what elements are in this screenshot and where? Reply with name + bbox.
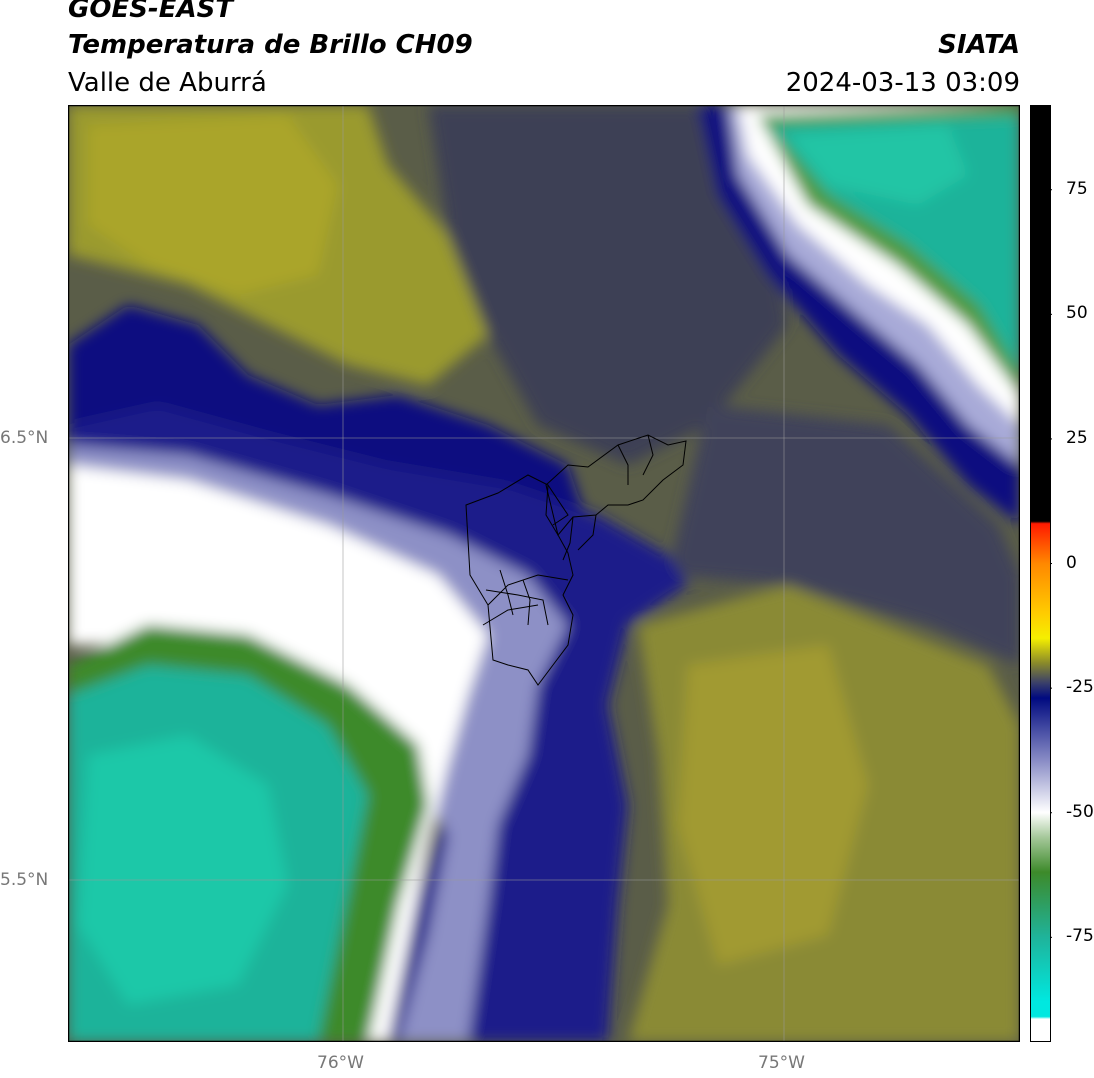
lon-label-76W: 76°W [317, 1053, 364, 1073]
cyan-core-northeast [788, 125, 968, 205]
datetime-label: 2024-03-13 03:09 [785, 68, 1020, 98]
product-title: Temperatura de Brillo CH09 [68, 30, 473, 60]
colorbar [1030, 105, 1052, 1042]
map-panel [68, 105, 1020, 1042]
map-frame [68, 105, 1020, 1042]
dark-band-north [428, 105, 788, 465]
cyan-core-southwest [78, 735, 288, 1005]
colorbar-fill [1030, 105, 1051, 1042]
lat-label-6-5N: 6.5°N [0, 428, 49, 448]
lon-label-75W: 75°W [758, 1053, 805, 1073]
colorbar-tick-label: -75 [1066, 926, 1094, 947]
olive-area-southeast-light [678, 645, 868, 965]
colorbar-tick-label: 25 [1066, 427, 1088, 448]
colorbar-tick-label: -50 [1066, 801, 1094, 822]
agency-label: SIATA [938, 30, 1020, 60]
colorbar-tick-label: 50 [1066, 303, 1088, 324]
olive-area-northwest-light [88, 115, 338, 295]
colorbar-tick-label: 0 [1066, 552, 1077, 573]
municipality-boundaries [465, 434, 687, 686]
satellite-title: GOES-EAST [68, 0, 234, 24]
region-subtitle: Valle de Aburrá [68, 68, 267, 98]
colorbar-tick-label: -25 [1066, 677, 1094, 698]
lat-label-5-5N: 5.5°N [0, 870, 49, 890]
dark-band-east [668, 405, 1020, 665]
colorbar-tick-label: 75 [1066, 178, 1088, 199]
